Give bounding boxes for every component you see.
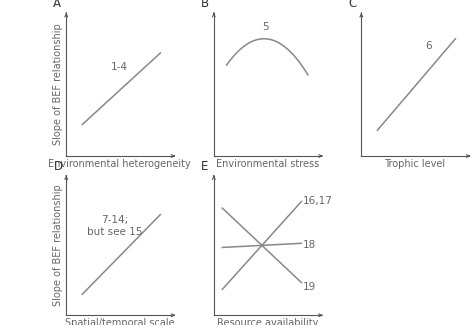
Text: 5: 5 xyxy=(262,22,268,32)
Text: A: A xyxy=(53,0,61,10)
Text: E: E xyxy=(201,160,208,173)
X-axis label: Spatial/temporal scale: Spatial/temporal scale xyxy=(65,318,175,325)
Y-axis label: Slope of BEF relationship: Slope of BEF relationship xyxy=(53,185,63,306)
Text: 6: 6 xyxy=(426,41,432,51)
Text: 1-4: 1-4 xyxy=(111,62,128,72)
X-axis label: Trophic level: Trophic level xyxy=(384,159,446,169)
X-axis label: Environmental stress: Environmental stress xyxy=(216,159,319,169)
Text: 19: 19 xyxy=(303,282,316,292)
Text: 16,17: 16,17 xyxy=(303,196,333,206)
Text: 7-14;
but see 15: 7-14; but see 15 xyxy=(87,214,142,237)
Text: C: C xyxy=(349,0,357,10)
Text: B: B xyxy=(201,0,209,10)
Text: D: D xyxy=(53,160,62,173)
Text: 18: 18 xyxy=(303,240,316,250)
X-axis label: Resource availability: Resource availability xyxy=(217,318,318,325)
Y-axis label: Slope of BEF relationship: Slope of BEF relationship xyxy=(53,24,63,145)
X-axis label: Environmental heterogeneity: Environmental heterogeneity xyxy=(48,159,191,169)
